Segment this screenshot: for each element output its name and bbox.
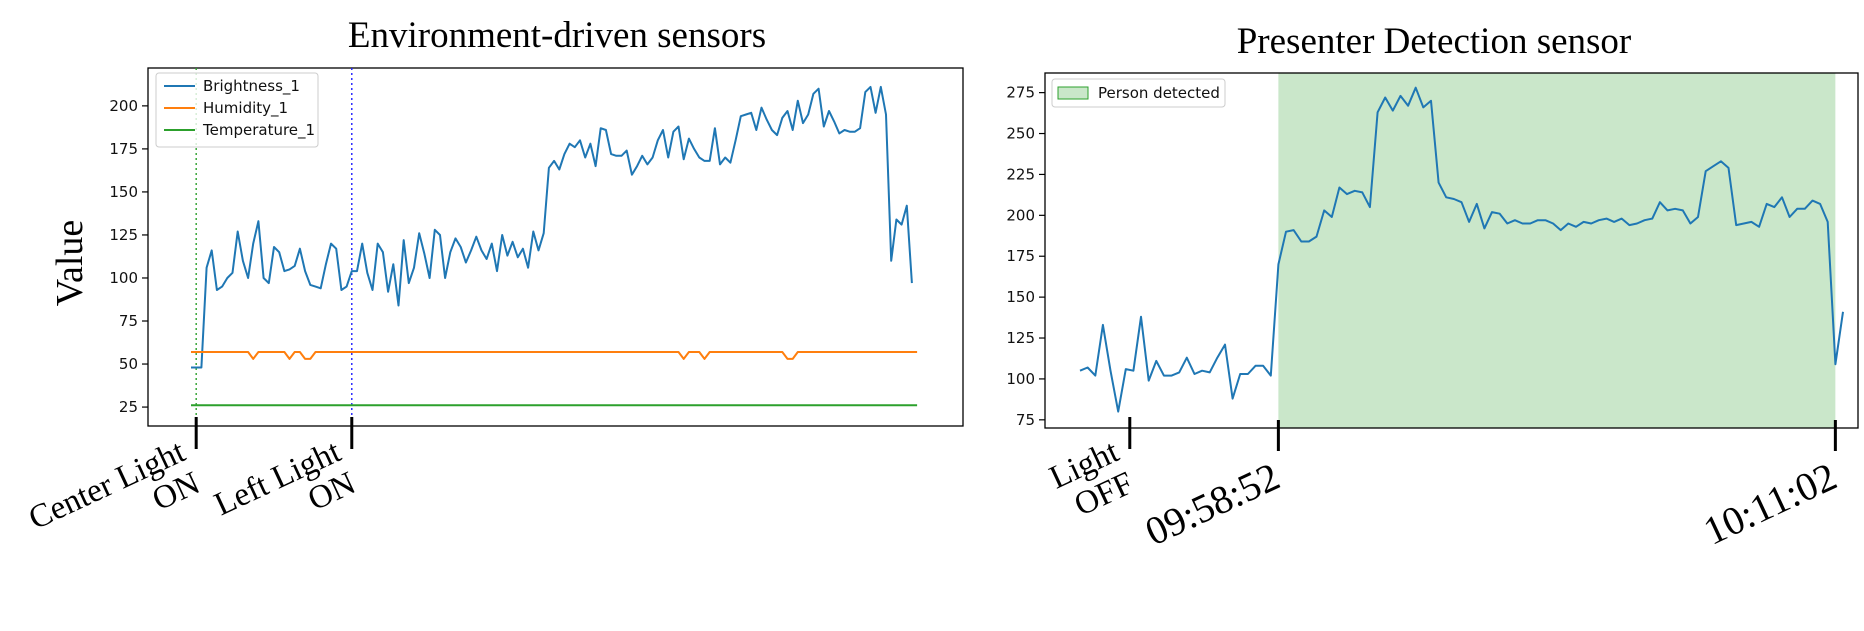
left-y-tick-label: 25 bbox=[119, 398, 138, 416]
left-y-axis-ticks: 25 50 75 100 125 150 175 200 bbox=[109, 97, 148, 416]
right-y-tick-label: 125 bbox=[1006, 329, 1035, 347]
legend-person-detected-label: Person detected bbox=[1098, 84, 1220, 102]
legend-person-detected-swatch bbox=[1057, 86, 1089, 100]
left-series-lines bbox=[191, 85, 918, 407]
right-series-line bbox=[1079, 86, 1844, 413]
right-y-axis-ticks: 75 100 125 150 175 200 225 250 275 bbox=[1006, 84, 1045, 429]
left-legend: Brightness_1 Humidity_1 Temperature_1 bbox=[155, 72, 319, 148]
left-y-tick-label: 100 bbox=[109, 269, 138, 287]
left-legend-box bbox=[155, 72, 319, 148]
right-y-tick-label: 150 bbox=[1006, 288, 1035, 306]
right-time-markers: 09:58:52 10:11:02 bbox=[1138, 420, 1843, 554]
left-y-axis-label: Value bbox=[49, 220, 91, 307]
right-plot-frame bbox=[1044, 72, 1859, 429]
left-y-tick-label: 50 bbox=[119, 355, 138, 373]
legend-humidity-label: Humidity_1 bbox=[203, 99, 288, 118]
legend-temperature-label: Temperature_1 bbox=[202, 121, 315, 140]
time-mark-label: 09:58:52 bbox=[1138, 453, 1286, 554]
right-y-tick-label: 100 bbox=[1006, 370, 1035, 388]
right-chart-title: Presenter Detection sensor bbox=[1237, 21, 1632, 62]
time-mark-label: 10:11:02 bbox=[1697, 453, 1844, 553]
left-chart-title: Environment-driven sensors bbox=[348, 15, 766, 56]
right-y-tick-label: 200 bbox=[1006, 206, 1035, 224]
person-detected-band bbox=[1278, 73, 1836, 428]
left-y-tick-label: 150 bbox=[109, 183, 138, 201]
right-y-tick-label: 250 bbox=[1006, 125, 1035, 143]
right-y-tick-label: 225 bbox=[1006, 165, 1035, 183]
right-y-tick-label: 175 bbox=[1006, 247, 1035, 265]
presenter-detection-chart: Presenter Detection sensor 75 100 125 150 17… bbox=[1006, 21, 1859, 554]
left-plot-frame bbox=[147, 67, 964, 427]
left-y-tick-label: 125 bbox=[109, 226, 138, 244]
right-shaded-region bbox=[1278, 73, 1836, 428]
left-y-tick-label: 200 bbox=[109, 97, 138, 115]
right-legend-box bbox=[1051, 78, 1226, 108]
left-y-tick-label: 75 bbox=[119, 312, 138, 330]
right-y-tick-label: 75 bbox=[1016, 411, 1035, 429]
left-series-brightness-1 bbox=[191, 85, 913, 369]
legend-brightness-label: Brightness_1 bbox=[203, 77, 300, 96]
presence-sensor-line bbox=[1079, 86, 1844, 413]
left-series-humidity-1 bbox=[191, 351, 918, 360]
right-y-tick-label: 275 bbox=[1006, 84, 1035, 102]
environment-sensors-chart: Environment-driven sensors Value 25 50 75 1… bbox=[23, 15, 1139, 538]
left-y-tick-label: 175 bbox=[109, 140, 138, 158]
right-legend: Person detected bbox=[1051, 78, 1226, 108]
